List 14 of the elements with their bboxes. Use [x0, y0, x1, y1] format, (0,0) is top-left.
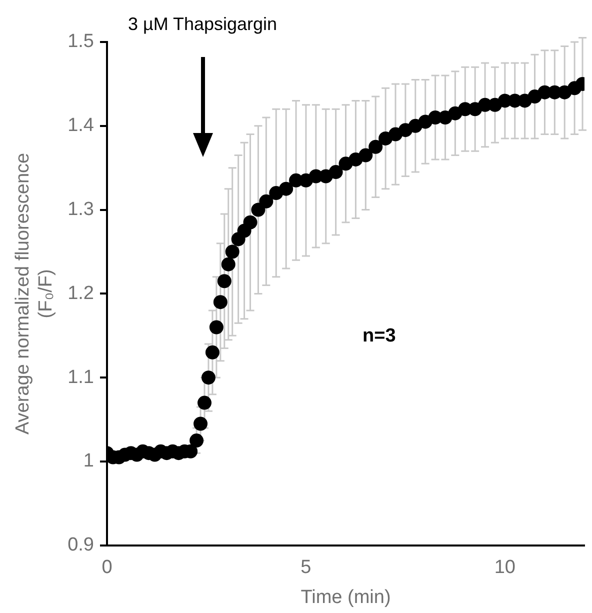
annotation: n=3 [362, 326, 396, 347]
y-tick-label: 1 [83, 450, 94, 472]
y-axis-title: Average normalized fluorescence (F₀/F) [12, 152, 56, 435]
y-tick-label: 1.2 [68, 282, 94, 304]
y-tick-label: 0.9 [68, 534, 94, 556]
y-tick-label: 1.3 [68, 199, 94, 220]
y-tick-label: 1.4 [68, 115, 94, 136]
x-tick-label: 0 [102, 557, 112, 578]
text: 3 µM Thapsigargin [128, 14, 278, 34]
y-tick-label: 1.5 [68, 31, 94, 52]
x-tick-label: 10 [494, 557, 516, 578]
x-axis-title: Time (min) [300, 586, 391, 608]
y-tick-label: 1.1 [68, 366, 94, 388]
x-tick-label: 5 [300, 557, 312, 578]
